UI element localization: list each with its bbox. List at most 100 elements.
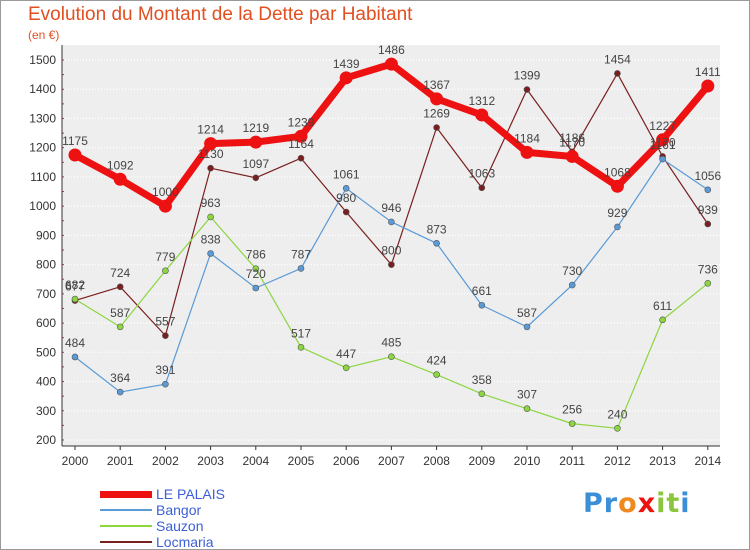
data-label: 1219 [242, 121, 269, 135]
data-point [162, 267, 169, 275]
data-point [252, 174, 260, 182]
x-tick-label: 2013 [649, 454, 676, 468]
data-label: 557 [155, 315, 175, 329]
data-label: 1170 [650, 135, 676, 149]
logo-letter: i [680, 488, 691, 519]
data-point [207, 250, 214, 257]
data-label: 1454 [604, 52, 631, 66]
data-point [116, 388, 124, 396]
data-point [568, 281, 576, 289]
data-point [433, 371, 440, 378]
data-label: 980 [336, 191, 356, 205]
data-point [342, 185, 350, 192]
y-tick-label: 1300 [29, 111, 56, 125]
data-point [388, 261, 395, 268]
x-tick-label: 2006 [333, 454, 360, 468]
data-point [523, 405, 531, 413]
data-point [162, 332, 169, 339]
logo-letter: x [637, 488, 657, 519]
data-point [475, 108, 489, 122]
x-tick-label: 2000 [62, 454, 89, 468]
legend-swatch [100, 509, 152, 511]
data-label: 838 [201, 233, 221, 247]
data-point [614, 70, 621, 77]
data-label: 587 [110, 306, 130, 320]
data-label: 1170 [559, 135, 585, 149]
data-label: 677 [65, 280, 85, 294]
data-label: 730 [562, 264, 582, 278]
data-point [388, 218, 395, 226]
data-label: 256 [562, 403, 582, 417]
data-point [207, 164, 214, 172]
data-point [659, 155, 666, 163]
data-point [339, 71, 353, 85]
data-label: 1239 [288, 115, 315, 129]
data-label: 1312 [468, 94, 495, 108]
y-tick-label: 900 [36, 228, 56, 242]
data-label: 1439 [333, 57, 360, 71]
data-label: 1269 [423, 107, 450, 121]
x-tick-label: 2011 [559, 454, 585, 468]
data-point [342, 364, 350, 372]
logo-letter: r [603, 488, 619, 519]
data-point [704, 280, 712, 287]
data-point [113, 172, 127, 186]
data-label: 1164 [288, 137, 314, 151]
data-label: 1063 [468, 167, 495, 181]
data-point [478, 184, 486, 192]
logo-letter: t [666, 488, 681, 519]
data-point [430, 92, 444, 106]
data-label: 724 [110, 266, 130, 280]
y-tick-label: 1200 [29, 141, 56, 155]
data-point [162, 380, 169, 388]
data-label: 1092 [107, 158, 134, 172]
data-label: 1000 [152, 185, 179, 199]
data-label: 484 [65, 336, 85, 350]
data-label: 720 [246, 267, 266, 281]
data-point [433, 239, 440, 247]
data-point [294, 129, 308, 143]
data-label: 939 [698, 203, 718, 217]
data-label: 873 [427, 222, 447, 236]
chart-subtitle: (en €) [28, 28, 60, 42]
x-tick-label: 2008 [423, 454, 450, 468]
x-tick-label: 2014 [694, 454, 721, 468]
data-point [565, 149, 579, 163]
y-tick-label: 600 [36, 316, 56, 330]
data-point [116, 283, 124, 291]
data-point [116, 323, 124, 331]
plot-background [62, 45, 720, 446]
data-point [207, 213, 214, 221]
data-label: 779 [155, 250, 175, 264]
y-tick-label: 400 [36, 375, 56, 389]
data-point [704, 220, 712, 228]
data-point [249, 135, 263, 149]
data-label: 1175 [62, 134, 88, 148]
y-tick-label: 700 [36, 287, 56, 301]
data-point [342, 208, 350, 216]
y-tick-label: 800 [36, 258, 56, 272]
data-point [297, 344, 305, 351]
logo-letter: o [618, 488, 638, 519]
legend-label: Sauzon [156, 518, 204, 534]
data-point [478, 390, 486, 398]
data-point [523, 323, 531, 331]
data-label: 424 [427, 354, 447, 368]
data-point [614, 223, 621, 231]
x-tick-label: 2004 [242, 454, 269, 468]
data-label: 1161 [650, 138, 676, 152]
legend-label: Locmaria [156, 534, 214, 550]
y-tick-label: 1400 [29, 82, 56, 96]
data-label: 1184 [514, 131, 540, 145]
y-tick-label: 1000 [29, 199, 56, 213]
chart-title: Evolution du Montant de la Dette par Hab… [28, 4, 413, 25]
y-tick-label: 200 [36, 433, 56, 447]
data-point [656, 133, 670, 147]
data-label: 1056 [694, 169, 721, 183]
y-tick-label: 300 [36, 404, 56, 418]
x-tick-label: 2005 [288, 454, 315, 468]
data-point [614, 425, 621, 432]
data-label: 1214 [197, 123, 224, 137]
data-label: 661 [472, 284, 492, 298]
